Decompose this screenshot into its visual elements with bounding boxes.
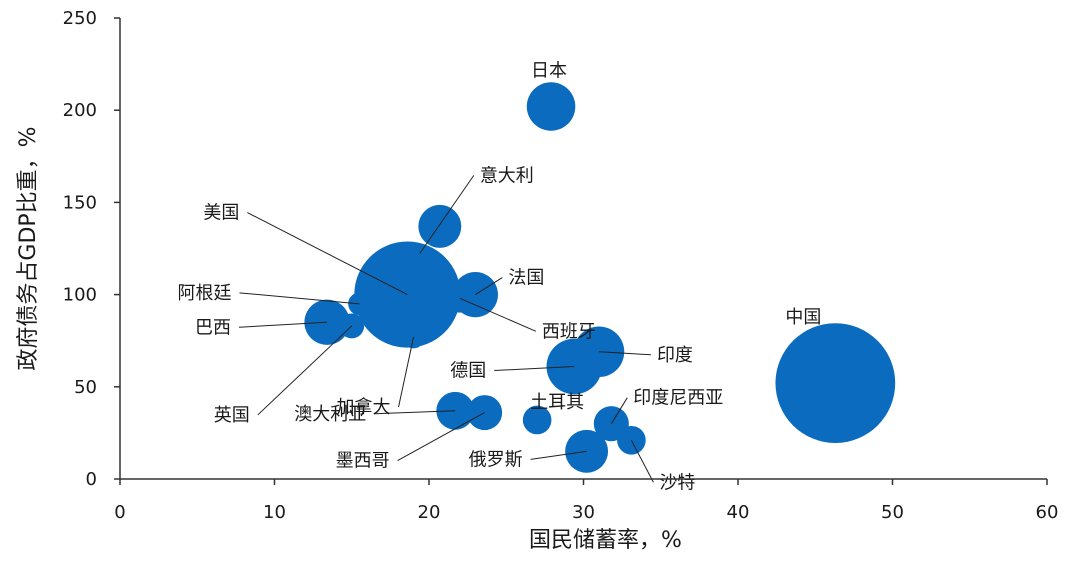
bubble-point (775, 323, 896, 443)
bubble-label: 印度 (657, 345, 693, 366)
bubble-label: 西班牙 (542, 321, 596, 342)
x-tick-label: 10 (263, 502, 286, 523)
x-tick-label: 40 (727, 502, 750, 523)
leader-line (374, 410, 456, 415)
leader-line (239, 292, 360, 305)
bubble-label: 中国 (785, 307, 821, 328)
leader-line (530, 450, 587, 460)
bubble-label: 美国 (203, 203, 239, 224)
y-tick-label: 250 (63, 8, 97, 29)
leader-line (610, 397, 628, 424)
bubble-label: 澳大利亚 (294, 404, 366, 425)
leader-lines-layer (239, 175, 654, 483)
bubble-label: 德国 (450, 361, 486, 382)
bubble-label: 墨西哥 (336, 451, 390, 472)
leader-line (419, 175, 475, 254)
bubble-label: 英国 (214, 405, 250, 426)
leader-line (630, 440, 654, 483)
x-tick-label: 30 (572, 502, 595, 523)
x-axis-title: 国民储蓄率，% (529, 528, 682, 553)
leader-line (598, 351, 651, 356)
bubbles-layer (304, 82, 896, 473)
x-tick-label: 50 (881, 502, 904, 523)
x-tick-label: 0 (114, 502, 125, 523)
bubble-label: 印度尼西亚 (633, 388, 723, 409)
bubble-point (402, 325, 425, 349)
x-tick-label: 20 (418, 502, 441, 523)
bubble-label: 意大利 (480, 165, 534, 186)
leader-line (494, 366, 575, 372)
bubble-point (418, 204, 462, 248)
leader-line (397, 412, 485, 462)
bubble-label: 加拿大 (337, 396, 391, 418)
leader-line (398, 336, 415, 408)
bubble-label: 阿根廷 (177, 283, 231, 304)
bubble-label: 巴西 (195, 317, 231, 338)
bubble-label: 法国 (508, 268, 544, 289)
y-tick-label: 150 (63, 192, 97, 213)
leader-line (239, 321, 328, 328)
bubble-label: 俄罗斯 (469, 449, 523, 470)
leader-line (247, 212, 408, 296)
leader-line (257, 325, 353, 416)
y-tick-label: 200 (63, 100, 97, 121)
y-tick-label: 50 (74, 377, 97, 398)
leader-line (459, 297, 537, 332)
ticks-layer: 0 10 20 30 40 50 60 0 50 100 150 200 250 (63, 8, 1059, 523)
y-tick-label: 100 (63, 285, 97, 306)
bubble-label: 沙特 (659, 472, 695, 493)
x-tick-label: 60 (1036, 502, 1059, 523)
y-axis-title: 政府债务占GDP比重，% (16, 126, 41, 370)
bubble-point (526, 82, 576, 131)
bubble-label: 土耳其 (530, 392, 584, 413)
leader-line (475, 277, 503, 296)
bubble-point (522, 405, 552, 435)
bubble-label: 日本 (531, 61, 567, 82)
y-tick-label: 0 (86, 469, 97, 490)
